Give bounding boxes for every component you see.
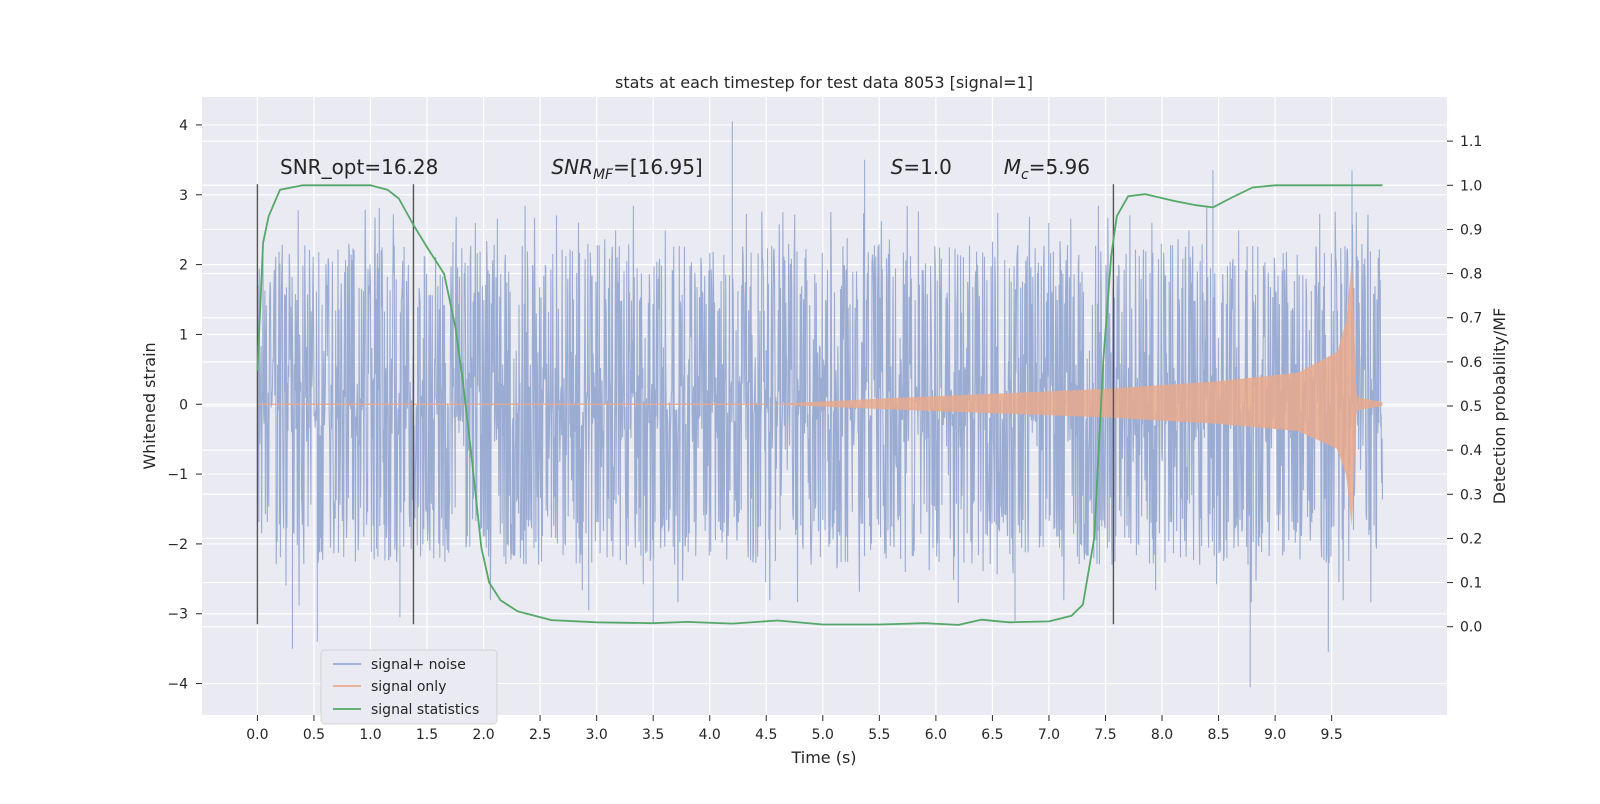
annotation-text: S=1.0 — [891, 155, 952, 179]
y-right-tick-label: 0.3 — [1460, 487, 1482, 503]
legend-label-noise: signal+ noise — [371, 657, 466, 673]
x-tick-label: 0.0 — [246, 727, 268, 743]
y-right-tick-label: 0.2 — [1460, 531, 1482, 547]
series-signal-statistics — [256, 184, 1383, 626]
series-signal-noise — [256, 121, 1384, 688]
y-axis-left-ticks: 4 3 2 1 0 −1 −2 −3 −4 — [167, 118, 202, 693]
x-tick-label: 5.5 — [868, 727, 890, 743]
signal-chirp — [766, 260, 1383, 527]
x-tick-label: 3.5 — [642, 727, 664, 743]
statistics-line — [256, 184, 1383, 626]
y-right-tick-label: 1.1 — [1460, 134, 1482, 150]
x-tick-label: 8.0 — [1151, 727, 1173, 743]
x-tick-label: 5.0 — [812, 727, 834, 743]
annotations: SNR_opt=16.28 SNRMF=[16.95] S=1.0 Mc=5.96 — [280, 155, 1090, 183]
x-tick-label: 6.5 — [981, 727, 1003, 743]
y-right-tick-label: 0.7 — [1460, 311, 1482, 327]
vertical-markers — [256, 184, 1115, 625]
x-tick-label: 7.0 — [1038, 727, 1060, 743]
y-right-tick-label: 0.9 — [1460, 222, 1482, 238]
y-right-tick-label: 0.5 — [1460, 399, 1482, 415]
x-tick-label: 3.0 — [586, 727, 608, 743]
y-right-tick-label: 0.1 — [1460, 576, 1482, 592]
x-tick-label: 0.5 — [303, 727, 325, 743]
x-axis-label: Time (s) — [790, 748, 856, 767]
legend-label-stats: signal statistics — [371, 702, 479, 718]
y-left-tick-label: −4 — [167, 677, 188, 693]
y-right-tick-label: 0.0 — [1460, 620, 1482, 636]
noise-trace — [256, 121, 1384, 688]
y-left-tick-label: 0 — [179, 397, 188, 413]
x-tick-label: 2.5 — [529, 727, 551, 743]
y-left-tick-label: −1 — [167, 467, 188, 483]
series-signal-only — [257, 260, 1383, 527]
y-axis-right-ticks: 1.1 1.0 0.9 0.8 0.7 0.6 0.5 0.4 0.3 0.2 0.1 0.0 — [1447, 134, 1482, 636]
y-axis-right-label: Detection probability/MF — [1490, 308, 1509, 505]
x-tick-label: 1.5 — [416, 727, 438, 743]
y-left-tick-label: −3 — [167, 607, 188, 623]
x-tick-label: 4.5 — [755, 727, 777, 743]
y-right-tick-label: 0.8 — [1460, 267, 1482, 283]
y-left-tick-label: 1 — [179, 327, 188, 343]
legend-label-signal: signal only — [371, 679, 446, 695]
x-tick-label: 1.0 — [359, 727, 381, 743]
x-tick-label: 7.5 — [1094, 727, 1116, 743]
x-axis-ticks: 0.0 0.5 1.0 1.5 2.0 2.5 3.0 3.5 4.0 4.5 5.0 5.5 6.0 6… — [246, 715, 1343, 743]
x-tick-label: 2.0 — [472, 727, 494, 743]
annotation-text: SNR_opt=16.28 — [280, 155, 438, 179]
y-left-tick-label: 3 — [179, 188, 188, 204]
y-axis-left-label: Whitened strain — [140, 342, 159, 469]
x-tick-label: 9.5 — [1321, 727, 1343, 743]
x-tick-label: 4.0 — [699, 727, 721, 743]
x-tick-label: 8.5 — [1207, 727, 1229, 743]
y-right-tick-label: 1.0 — [1460, 178, 1482, 194]
y-left-tick-label: 2 — [179, 258, 188, 274]
chart-title: stats at each timestep for test data 805… — [615, 73, 1033, 92]
annotation-text: SNRMF=[16.95] — [551, 155, 702, 183]
annotation-text: Mc=5.96 — [1004, 155, 1090, 183]
legend-box — [320, 649, 498, 725]
y-left-tick-label: −2 — [167, 537, 188, 553]
legend: signal+ noise signal only signal statist… — [320, 649, 498, 725]
x-tick-label: 6.0 — [925, 727, 947, 743]
x-tick-label: 9.0 — [1264, 727, 1286, 743]
y-left-tick-label: 4 — [179, 118, 188, 134]
y-right-tick-label: 0.4 — [1460, 443, 1482, 459]
y-right-tick-label: 0.6 — [1460, 355, 1482, 371]
